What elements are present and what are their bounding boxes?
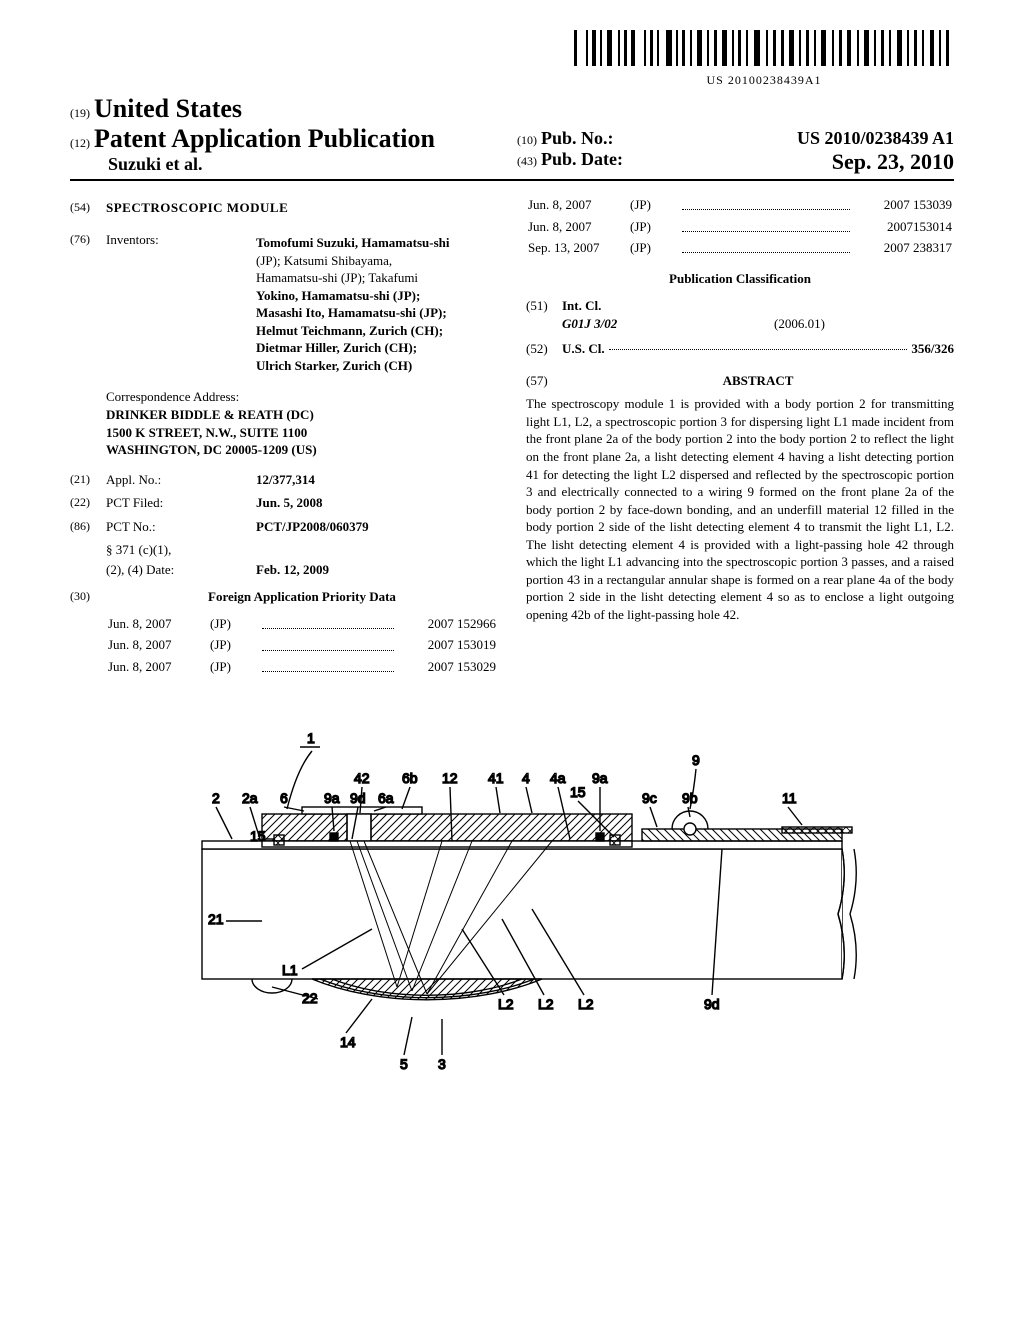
s371-label: § 371 (c)(1), [106,541,256,559]
fig-label-42: 42 [354,770,370,786]
pub-type-code: (12) [70,136,90,150]
fig-label-L2a: L2 [498,996,514,1012]
fig-label-2: 2 [212,790,220,806]
fig-label-14: 14 [340,1034,356,1050]
patent-figure: 1 2 2a 6 9a 9d 42 6a 6b 12 [70,699,954,1102]
inventors-code: (76) [70,231,106,249]
priority-row: Jun. 8, 2007(JP)2007 153019 [108,635,496,655]
right-column: Jun. 8, 2007(JP)2007 153039 Jun. 8, 2007… [526,193,954,679]
pctno-code: (86) [70,518,106,536]
correspondence-label: Correspondence Address: [106,388,498,406]
priority-row: Jun. 8, 2007(JP)2007153014 [528,217,952,237]
intcl-class: G01J 3/02 [562,316,617,331]
fig-label-L2b: L2 [538,996,554,1012]
fig-label-4a: 4a [550,770,566,786]
barcode-number: US 20100238439A1 [574,73,954,88]
uscl-label: U.S. Cl. [562,340,605,358]
applno: 12/377,314 [256,471,498,489]
fig-label-6a: 6a [378,790,394,806]
correspondence: Correspondence Address: DRINKER BIDDLE &… [106,388,498,458]
pubclass-heading: Publication Classification [526,270,954,288]
pubno-code: (10) [517,133,537,147]
fig-label-6b: 6b [402,770,418,786]
barcode [70,30,954,71]
fig-label-12: 12 [442,770,458,786]
fig-label-9b: 9b [682,790,698,806]
priority-code: (30) [70,588,106,606]
invention-title: SPECTROSCOPIC MODULE [106,199,288,217]
pctno: PCT/JP2008/060379 [256,518,498,536]
priority-heading: Foreign Application Priority Data [106,588,498,606]
pctno-label: PCT No.: [106,518,256,536]
intcl-ed: (2006.01) [774,315,894,333]
abstract-code: (57) [526,372,562,390]
fig-label-9c: 9c [642,790,657,806]
header-authors: Suzuki et al. [108,154,507,175]
fig-label-9a-l: 9a [324,790,340,806]
pubdate: Sep. 23, 2010 [832,149,954,175]
priority-table-left: Jun. 8, 2007(JP)2007 152966 Jun. 8, 2007… [106,612,498,679]
inventors-list: Tomofumi Suzuki, Hamamatsu-shi (JP); Kat… [256,234,498,374]
intcl-label: Int. Cl. [562,297,954,315]
patent-header: (19) United States (12) Patent Applicati… [70,94,954,181]
pubdate-label: Pub. Date: [541,149,623,169]
fig-label-21: 21 [208,911,224,927]
inventors-label: Inventors: [106,231,256,249]
fig-label-15-l: 15 [250,828,266,844]
pubno-label: Pub. No.: [541,128,614,148]
title-code: (54) [70,199,106,217]
priority-row: Sep. 13, 2007(JP)2007 238317 [528,238,952,258]
priority-row: Jun. 8, 2007(JP)2007 153029 [108,657,496,677]
country-code: (19) [70,106,90,120]
pubdate-code: (43) [517,154,537,168]
fig-label-L1: L1 [282,962,298,978]
s371-value: Feb. 12, 2009 [256,561,498,579]
uscl-value: 356/326 [911,340,954,358]
pctfiled-label: PCT Filed: [106,494,256,512]
fig-label-1: 1 [307,730,315,746]
pctfiled-code: (22) [70,494,106,512]
abstract-text: The spectroscopy module 1 is provided wi… [526,395,954,623]
left-column: (54) SPECTROSCOPIC MODULE (76) Inventors… [70,193,498,679]
priority-table-right: Jun. 8, 2007(JP)2007 153039 Jun. 8, 2007… [526,193,954,260]
fig-label-9: 9 [692,752,700,768]
fig-label-3: 3 [438,1056,446,1072]
pctfiled: Jun. 5, 2008 [256,494,498,512]
applno-code: (21) [70,471,106,489]
fig-label-9d-l: 9d [350,790,366,806]
pub-type: Patent Application Publication [94,124,435,153]
intcl-code: (51) [526,297,562,315]
uscl-code: (52) [526,340,562,358]
priority-row: Jun. 8, 2007(JP)2007 152966 [108,614,496,634]
fig-label-9d-r: 9d [704,996,720,1012]
fig-label-15-r: 15 [570,784,586,800]
fig-label-2a: 2a [242,790,258,806]
fig-label-4: 4 [522,770,530,786]
fig-label-6: 6 [280,790,288,806]
fig-label-11: 11 [782,790,797,806]
country: United States [94,94,242,123]
pubno: US 2010/0238439 A1 [797,128,954,149]
applno-label: Appl. No.: [106,471,256,489]
abstract-heading: ABSTRACT [562,372,954,390]
priority-row: Jun. 8, 2007(JP)2007 153039 [528,195,952,215]
fig-label-5: 5 [400,1056,408,1072]
fig-label-41: 41 [488,770,504,786]
fig-label-L2c: L2 [578,996,594,1012]
fig-label-9a-r: 9a [592,770,608,786]
s371-sub: (2), (4) Date: [106,561,256,579]
